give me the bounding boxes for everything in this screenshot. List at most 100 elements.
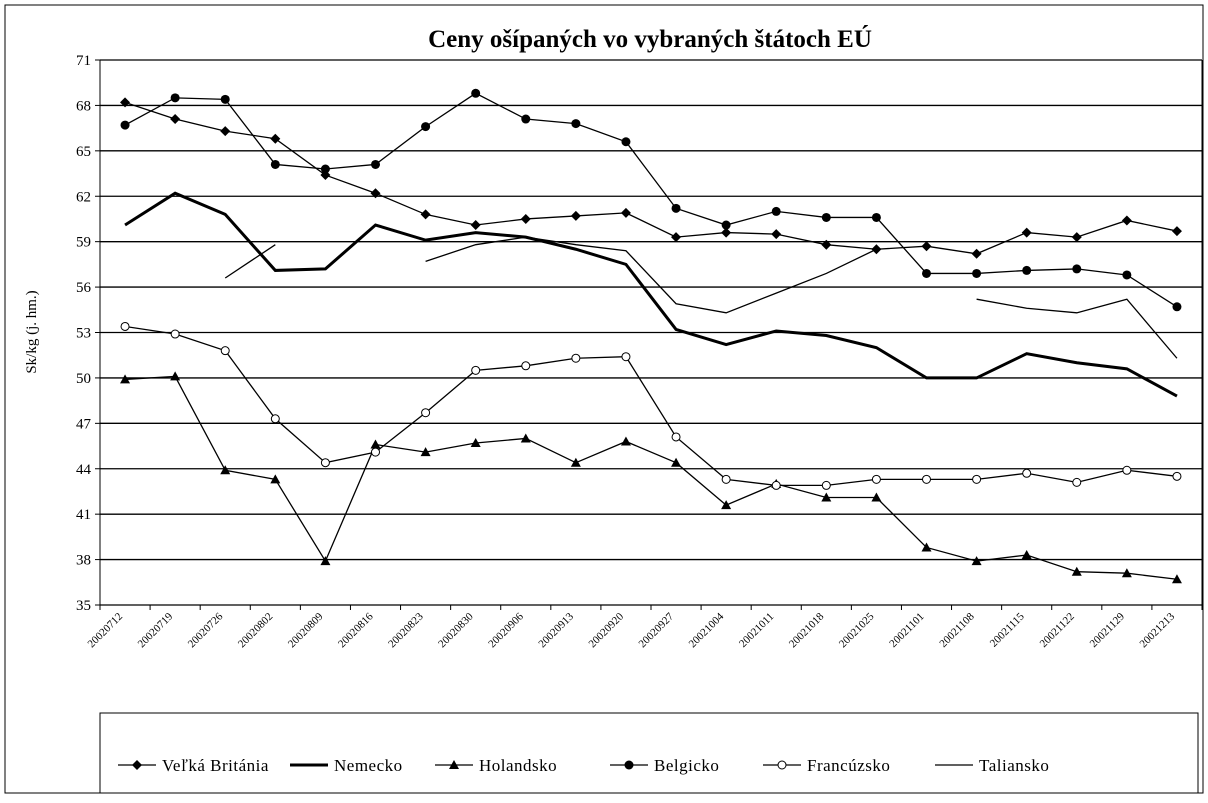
marker bbox=[220, 346, 230, 356]
marker bbox=[1072, 477, 1082, 487]
marker bbox=[320, 556, 331, 566]
marker bbox=[520, 433, 531, 443]
marker bbox=[721, 220, 731, 230]
marker bbox=[370, 188, 381, 199]
legend-label: Veľká Británia bbox=[162, 756, 269, 775]
marker bbox=[671, 232, 682, 243]
marker bbox=[1122, 270, 1132, 280]
marker bbox=[471, 365, 481, 375]
marker bbox=[871, 474, 881, 484]
marker bbox=[120, 120, 130, 130]
legend-label: Nemecko bbox=[334, 756, 403, 775]
marker bbox=[120, 321, 130, 331]
marker bbox=[621, 137, 631, 147]
marker bbox=[170, 114, 181, 125]
marker bbox=[220, 465, 231, 475]
y-tick-label: 71 bbox=[76, 53, 91, 69]
marker bbox=[1021, 550, 1032, 560]
marker bbox=[1022, 468, 1032, 478]
marker bbox=[821, 492, 832, 502]
marker bbox=[1021, 227, 1032, 238]
marker bbox=[1171, 226, 1182, 237]
marker bbox=[520, 213, 531, 224]
marker bbox=[671, 432, 681, 442]
marker bbox=[170, 93, 180, 103]
legend-box bbox=[99, 712, 1199, 794]
marker bbox=[721, 227, 732, 238]
marker bbox=[1072, 264, 1082, 274]
marker bbox=[821, 212, 831, 222]
marker bbox=[1171, 574, 1182, 584]
marker bbox=[1022, 265, 1032, 275]
legend-label: Taliansko bbox=[979, 756, 1049, 775]
marker bbox=[921, 542, 932, 552]
legend-label: Holandsko bbox=[479, 756, 557, 775]
marker bbox=[370, 439, 381, 449]
marker bbox=[671, 457, 682, 467]
y-tick-label: 35 bbox=[76, 598, 91, 614]
marker bbox=[1172, 302, 1182, 312]
marker bbox=[921, 241, 932, 252]
marker bbox=[470, 438, 481, 448]
marker bbox=[871, 492, 882, 502]
marker bbox=[120, 374, 131, 384]
y-tick-label: 65 bbox=[76, 144, 91, 160]
marker bbox=[421, 408, 431, 418]
marker bbox=[1071, 566, 1082, 576]
marker bbox=[671, 203, 681, 213]
y-tick-label: 56 bbox=[76, 280, 92, 296]
marker bbox=[721, 474, 731, 484]
y-tick-label: 41 bbox=[76, 507, 91, 523]
chart-frame bbox=[4, 4, 1204, 794]
marker bbox=[371, 159, 380, 169]
marker bbox=[971, 248, 982, 259]
series-line bbox=[224, 236, 1178, 359]
marker bbox=[871, 212, 881, 222]
marker bbox=[471, 88, 481, 98]
y-tick-label: 62 bbox=[76, 189, 91, 205]
marker bbox=[571, 119, 581, 129]
marker bbox=[1121, 568, 1132, 578]
marker bbox=[220, 126, 231, 137]
series-line bbox=[124, 101, 1178, 255]
marker bbox=[270, 414, 280, 424]
marker bbox=[972, 268, 982, 278]
marker bbox=[371, 447, 380, 457]
marker bbox=[922, 474, 931, 484]
series-line bbox=[124, 191, 1178, 398]
marker bbox=[777, 760, 787, 770]
marker bbox=[570, 457, 581, 467]
marker bbox=[1172, 471, 1182, 481]
marker bbox=[821, 239, 832, 250]
marker bbox=[624, 760, 634, 770]
legend-label: Francúzsko bbox=[807, 756, 890, 775]
marker bbox=[621, 352, 631, 362]
marker bbox=[420, 209, 431, 220]
chart-title: Ceny ošípaných vo vybraných štátoch EÚ bbox=[428, 25, 872, 53]
marker bbox=[470, 220, 481, 231]
marker bbox=[320, 458, 330, 468]
marker bbox=[1122, 465, 1132, 475]
marker bbox=[449, 760, 459, 769]
marker bbox=[570, 210, 581, 221]
marker bbox=[220, 94, 230, 104]
y-axis-label: Sk/kg (j. hm.) bbox=[24, 290, 40, 373]
marker bbox=[270, 474, 281, 484]
marker bbox=[620, 207, 631, 218]
y-tick-label: 50 bbox=[76, 371, 91, 387]
marker bbox=[170, 371, 181, 381]
marker bbox=[571, 353, 581, 363]
y-tick-label: 68 bbox=[76, 98, 91, 114]
y-tick-label: 59 bbox=[76, 235, 91, 251]
y-tick-label: 44 bbox=[76, 462, 92, 478]
marker bbox=[821, 480, 831, 490]
marker bbox=[771, 206, 781, 216]
y-tick-label: 47 bbox=[76, 416, 92, 432]
marker bbox=[320, 164, 330, 174]
marker bbox=[922, 268, 931, 278]
marker bbox=[132, 760, 142, 770]
marker bbox=[1121, 215, 1132, 226]
marker bbox=[721, 500, 732, 510]
series-line bbox=[125, 375, 1178, 580]
